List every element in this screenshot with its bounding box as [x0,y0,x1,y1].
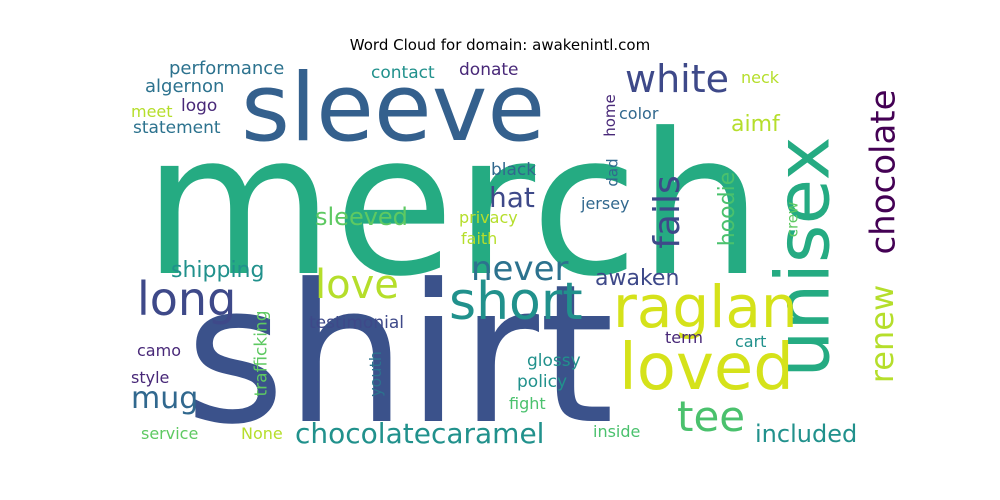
word-hat: hat [489,181,535,214]
word-algernon: algernon [145,76,225,97]
word-donate: donate [459,60,519,80]
word-crew: crew [783,201,802,238]
word-cart: cart [735,332,767,351]
word-jersey: jersey [581,194,630,213]
word-dad: dad [603,158,622,187]
word-logo: logo [181,96,218,116]
word-awaken: awaken [595,266,680,291]
word-aimf: aimf [731,112,780,137]
word-faith: faith [461,229,498,248]
word-inside: inside [593,422,641,441]
word-sleeve: sleeve [241,54,546,163]
word-youth: youth [365,351,385,397]
word-home: home [600,94,619,137]
word-shirt: shirt [185,244,615,467]
word-never: never [471,249,569,289]
word-sleeved: sleeved [315,203,408,231]
word-contact: contact [371,63,435,83]
word-style: style [131,368,170,387]
word-cloud: merch shirt sleeve unisex loved raglan s… [125,54,904,467]
word-testimonial: testimonial [309,313,404,333]
word-long: long [137,272,237,326]
word-chocolatecaramel: chocolatecaramel [295,417,545,450]
word-raglan: raglan [613,273,798,341]
word-policy: policy [517,372,568,392]
word-camo: camo [137,341,181,360]
word-glossy: glossy [527,351,581,371]
word-shipping: shipping [171,258,265,283]
word-meet: meet [131,102,173,121]
chart-title: Word Cloud for domain: awakenintl.com [349,36,651,54]
word-white: white [625,57,729,101]
word-neck: neck [741,68,780,87]
word-chocolate: chocolate [863,89,904,255]
word-merch: merch [143,92,763,320]
word-renew: renew [863,284,902,384]
word-fails: fails [646,175,688,249]
word-performance: performance [169,58,285,79]
word-fight: fight [509,394,546,413]
word-statement: statement [133,118,221,138]
word-privacy: privacy [459,208,518,227]
word-mug: mug [131,381,199,416]
word-service: service [141,424,199,443]
word-included: included [755,420,858,448]
word-trafficking: trafficking [251,310,272,397]
word-color: color [619,104,659,123]
word-none: None [241,424,283,443]
word-term: term [665,328,703,347]
word-black: black [491,160,537,180]
word-tee: tee [677,392,746,441]
word-hoodie: hoodie [715,171,741,247]
word-short: short [449,272,583,332]
word-love: love [315,262,399,308]
word-loved: loved [619,331,794,405]
